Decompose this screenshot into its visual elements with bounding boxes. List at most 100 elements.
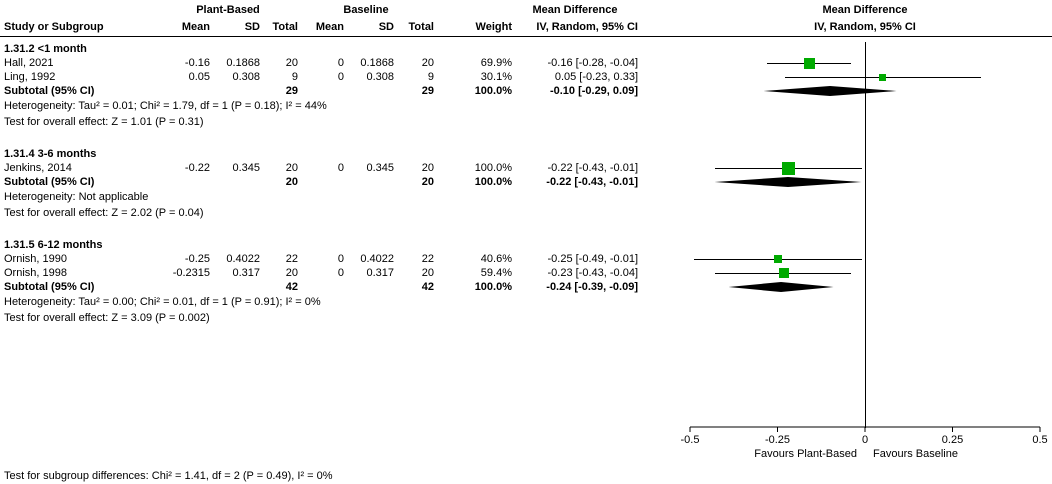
subtotal-weight: 100.0% (474, 281, 512, 293)
md-text-column-header: Mean Difference (532, 4, 618, 16)
plant-total-value: 20 (285, 57, 298, 69)
ci-plot-cell (638, 56, 1052, 70)
md-plot-column-header: Mean Difference (822, 4, 908, 16)
study-name: Ling, 1992 (4, 71, 56, 83)
empty-cell (344, 84, 394, 98)
axis-tick-label: -0.5 (681, 434, 700, 446)
study-name: Ornish, 1998 (4, 267, 67, 279)
plant-total-value: 20 (285, 267, 298, 279)
weight-value: 69.9% (480, 57, 512, 69)
plant-mean-value: -0.25 (184, 253, 210, 265)
subtotal-row: Subtotal (95% CI) 42 42 100.0% -0.24 [-0.39,… (0, 280, 1052, 294)
plant-mean-value: 0.05 (188, 71, 210, 83)
col-header-ci-plot: IV, Random, 95% CI (814, 21, 916, 33)
study-row: Ornish, 1998 -0.2315 0.317 20 0 0.317 20 59.4% -… (0, 266, 1052, 280)
subtotal-diamond (763, 86, 897, 96)
baseline-mean-value: 0 (337, 267, 344, 279)
baseline-total-value: 22 (421, 253, 434, 265)
heterogeneity-note: Heterogeneity: Tau² = 0.00; Chi² = 0.01,… (4, 296, 321, 308)
plant-sd-value: 0.308 (232, 71, 260, 83)
subtotal-weight: 100.0% (474, 176, 512, 188)
ci-plot-cell (638, 266, 1052, 280)
axis-tick-label: 0.5 (1032, 434, 1047, 446)
effect-square (778, 268, 789, 278)
empty-cell (210, 175, 260, 189)
empty-cell (158, 280, 210, 294)
empty-cell (298, 280, 344, 294)
subtotal-plant-total: 42 (285, 281, 298, 293)
empty-cell (344, 175, 394, 189)
baseline-sd-value: 0.308 (366, 71, 394, 83)
col-header-plant-total: Total (272, 21, 298, 33)
baseline-sd-value: 0.4022 (360, 253, 394, 265)
ci-plot-cell (638, 252, 1052, 266)
plant-mean-value: -0.16 (184, 57, 210, 69)
study-name: Jenkins, 2014 (4, 162, 72, 174)
effect-square (781, 161, 795, 175)
plant-mean-value: -0.2315 (172, 267, 210, 279)
subgroup-difference-note: Test for subgroup differences: Chi² = 1.… (4, 470, 333, 482)
plant-total-value: 9 (291, 71, 298, 83)
weight-value: 40.6% (480, 253, 512, 265)
md-ci-text: -0.23 [-0.43, -0.04] (547, 267, 639, 279)
heterogeneity-row: Heterogeneity: Tau² = 0.01; Chi² = 1.79,… (0, 98, 1052, 114)
baseline-mean-value: 0 (337, 162, 344, 174)
weight-value: 59.4% (480, 267, 512, 279)
baseline-total-value: 20 (421, 57, 434, 69)
study-row: Hall, 2021 -0.16 0.1868 20 0 0.1868 20 69.9% -0.… (0, 56, 1052, 70)
empty-cell (210, 84, 260, 98)
overall-effect-note: Test for overall effect: Z = 2.02 (P = 0… (4, 207, 204, 219)
study-row: Ornish, 1990 -0.25 0.4022 22 0 0.4022 22 40.6% -… (0, 252, 1052, 266)
weight-value: 30.1% (480, 71, 512, 83)
empty-cell (298, 84, 344, 98)
subtotal-row: Subtotal (95% CI) 29 29 100.0% -0.10 [-0.29,… (0, 84, 1052, 98)
axis-cell: -0.5 -0.25 0 0.25 0.5 Favours Plant-Based Favo… (638, 426, 1052, 465)
column-header-row: Study or Subgroup Mean SD Total Mean SD … (0, 19, 1052, 36)
baseline-mean-value: 0 (337, 71, 344, 83)
col-header-weight: Weight (475, 21, 512, 33)
plant-sd-value: 0.345 (232, 162, 260, 174)
empty-cell (298, 175, 344, 189)
baseline-total-value: 9 (427, 71, 434, 83)
col-header-study: Study or Subgroup (4, 21, 104, 33)
favours-right-label: Favours Baseline (873, 448, 958, 460)
subgroup-header-row: 1.31.2 <1 month (0, 42, 1052, 56)
baseline-total-value: 20 (421, 267, 434, 279)
favours-left-label: Favours Plant-Based (754, 448, 857, 460)
subtotal-ci-text: -0.24 [-0.39, -0.09] (546, 281, 638, 293)
zero-reference-line (865, 42, 866, 428)
col-header-baseline-mean: Mean (315, 21, 344, 33)
plant-sd-value: 0.1868 (226, 57, 260, 69)
study-name: Ornish, 1990 (4, 253, 67, 265)
col-header-baseline-sd: SD (378, 21, 394, 33)
heterogeneity-row: Heterogeneity: Not applicable (0, 189, 1052, 205)
overall-effect-row: Test for overall effect: Z = 2.02 (P = 0… (0, 205, 1052, 221)
axis-tick-label: 0.25 (942, 434, 963, 446)
subtotal-plot-cell (638, 175, 1052, 189)
study-row: Jenkins, 2014 -0.22 0.345 20 0 0.345 20 100.0% -… (0, 161, 1052, 175)
axis-tick-label: 0 (862, 434, 868, 446)
effect-square (803, 57, 815, 69)
subtotal-plot-cell (638, 84, 1052, 98)
subtotal-row: Subtotal (95% CI) 20 20 100.0% -0.22 [-0.43,… (0, 175, 1052, 189)
baseline-sd-value: 0.345 (366, 162, 394, 174)
col-header-plant-sd: SD (244, 21, 260, 33)
x-axis: -0.5 -0.25 0 0.25 0.5 Favours Plant-Based Favo… (681, 426, 1048, 460)
subgroup-label: 1.31.4 3-6 months (4, 148, 97, 160)
subtotal-diamond (714, 177, 862, 187)
group-header-row: Plant-Based Baseline Mean Difference Mea… (0, 2, 1052, 19)
plant-sd-value: 0.317 (232, 267, 260, 279)
col-header-baseline-total: Total (408, 21, 434, 33)
subtotal-label: Subtotal (95% CI) (4, 176, 95, 188)
effect-square (879, 73, 886, 81)
md-ci-text: -0.25 [-0.49, -0.01] (547, 253, 639, 265)
subtotal-plot-cell (638, 280, 1052, 294)
header-spacer (0, 2, 158, 19)
subgroup-label: 1.31.2 <1 month (4, 43, 87, 55)
md-ci-text: -0.22 [-0.43, -0.01] (547, 162, 639, 174)
overall-effect-note: Test for overall effect: Z = 3.09 (P = 0… (4, 312, 210, 324)
axis-tick-label: -0.25 (765, 434, 790, 446)
baseline-total-value: 20 (421, 162, 434, 174)
subgroup-label: 1.31.5 6-12 months (4, 239, 103, 251)
